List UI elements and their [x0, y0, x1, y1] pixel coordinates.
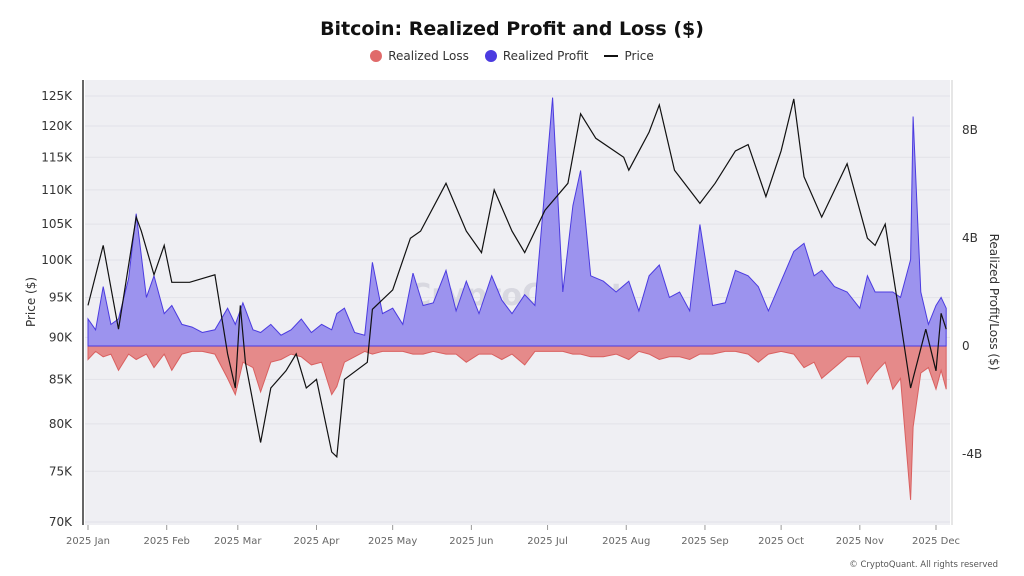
- right-axis-label: Realized Profit/Loss ($): [987, 234, 1001, 371]
- legend-swatch-loss: [370, 50, 383, 62]
- realized-profit-area: [87, 97, 947, 347]
- right-tick-label: 0: [962, 339, 970, 353]
- price-line: [87, 98, 947, 459]
- legend-swatch-profit: [484, 50, 497, 62]
- x-tick-label: 2025 Mar: [214, 536, 262, 547]
- x-tick-label: 2025 Dec: [912, 536, 960, 547]
- left-tick-label: 100K: [41, 253, 73, 267]
- left-tick-label: 90K: [49, 330, 73, 344]
- chart-title: Bitcoin: Realized Profit and Loss ($): [320, 18, 704, 40]
- legend-item-loss[interactable]: Realized Loss: [370, 49, 469, 63]
- legend-item-price[interactable]: Price: [604, 49, 654, 63]
- x-tick-label: 2025 Jul: [527, 536, 568, 547]
- areas: [87, 97, 947, 500]
- left-tick-label: 85K: [49, 372, 73, 386]
- left-tick-label: 110K: [41, 183, 73, 197]
- x-tick-label: 2025 Jun: [449, 536, 493, 547]
- legend: Realized Loss Realized Profit Price: [0, 49, 1024, 63]
- left-tick-label: 80K: [49, 417, 73, 431]
- left-tick-label: 120K: [41, 119, 73, 133]
- right-tick-label: 8B: [962, 123, 978, 137]
- left-tick-label: 125K: [41, 89, 73, 103]
- x-tick-label: 2025 Oct: [758, 536, 804, 547]
- legend-label: Price: [624, 49, 654, 63]
- right-tick-label: -4B: [962, 447, 982, 461]
- x-tick-label: 2025 Jan: [66, 536, 110, 547]
- legend-label: Realized Loss: [388, 49, 469, 63]
- legend-label: Realized Profit: [502, 49, 589, 63]
- x-tick-label: 2025 May: [368, 536, 417, 547]
- left-tick-label: 115K: [41, 150, 73, 164]
- right-tick-label: 4B: [962, 231, 978, 245]
- left-tick-label: 105K: [41, 217, 73, 231]
- axis-ticks: 70K 75K 80K 85K 90K 95K 100K 105K 110K 115K 120K 12…: [41, 89, 982, 547]
- legend-swatch-price: [604, 55, 619, 57]
- legend-item-profit[interactable]: Realized Profit: [484, 49, 589, 63]
- price-series: [87, 98, 947, 459]
- left-tick-label: 75K: [49, 464, 73, 478]
- x-tick-label: 2025 Apr: [294, 536, 341, 547]
- x-tick-label: 2025 Nov: [836, 536, 884, 547]
- x-tick-label: 2025 Feb: [144, 536, 190, 547]
- realized-loss-area: [87, 345, 947, 500]
- left-tick-label: 95K: [49, 291, 73, 305]
- x-tick-label: 2025 Aug: [602, 536, 650, 547]
- left-tick-label: 70K: [49, 515, 73, 529]
- left-axis-label: Price ($): [24, 277, 38, 327]
- footer-copyright: © CryptoQuant. All rights reserved: [849, 560, 998, 570]
- x-tick-label: 2025 Sep: [681, 536, 728, 547]
